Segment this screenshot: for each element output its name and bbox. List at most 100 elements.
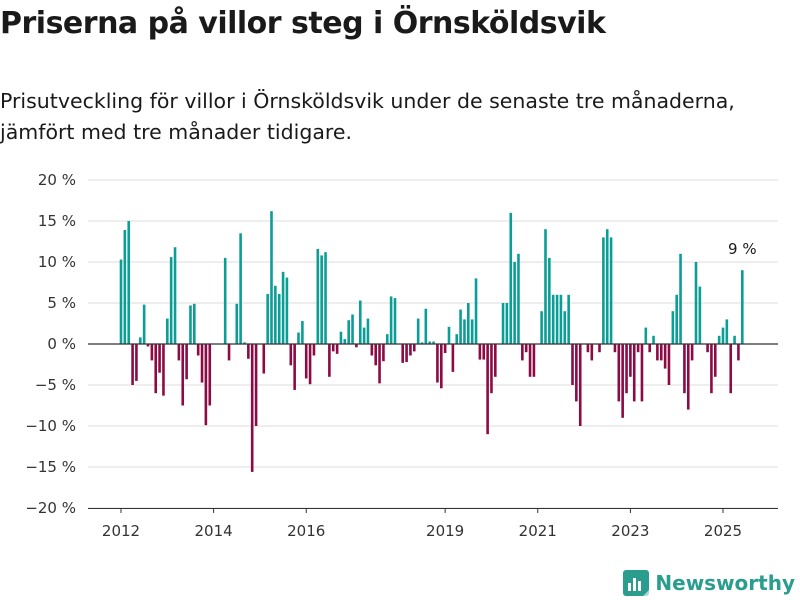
bar-positive: [671, 311, 675, 344]
bar-positive: [297, 332, 300, 344]
bar-negative: [478, 344, 482, 360]
bar-positive: [544, 229, 547, 344]
x-tick-label: 2016: [287, 522, 325, 540]
bar-negative: [486, 344, 489, 435]
y-tick-label: −5 %: [35, 376, 76, 394]
bar-positive: [513, 262, 516, 344]
bar-negative: [528, 344, 532, 377]
bar-negative: [706, 344, 709, 353]
bar-positive: [474, 278, 478, 344]
bar-negative: [335, 344, 339, 354]
bar-positive: [470, 319, 474, 344]
bar-negative: [648, 344, 651, 353]
x-tick-label: 2023: [611, 522, 649, 540]
bar-negative: [150, 344, 154, 361]
bar-positive: [567, 294, 570, 344]
bar-positive: [351, 314, 354, 344]
bar-positive: [517, 253, 520, 344]
bar-positive: [347, 320, 350, 344]
bar-negative: [196, 344, 200, 356]
bar-negative: [532, 344, 536, 377]
chart-subtitle: Prisutveckling för villor i Örnsköldsvik…: [0, 89, 735, 144]
bar-positive: [717, 335, 721, 344]
bar-negative: [659, 344, 663, 361]
bar-negative: [378, 344, 381, 384]
bar-negative: [262, 344, 266, 374]
bar-negative: [710, 344, 713, 394]
bar-positive: [119, 259, 123, 344]
bar-positive: [455, 334, 459, 344]
bar-positive: [281, 271, 285, 344]
brand-logo: Newsworthy: [623, 570, 795, 596]
bar-negative: [131, 344, 134, 385]
bar-negative: [729, 344, 733, 394]
bar-positive: [277, 293, 281, 344]
bar-negative: [185, 344, 188, 380]
bar-negative: [656, 344, 659, 361]
x-axis: 2012 2014 2016 2019 2021 2023 2025: [88, 508, 778, 540]
newsworthy-logo-icon: [623, 570, 650, 596]
bar-negative: [293, 344, 296, 390]
bar-positive: [548, 257, 551, 344]
bar-negative: [586, 344, 590, 353]
bar-negative: [204, 344, 208, 426]
chart-title: Priserna på villor steg i Örnsköldsvik: [0, 6, 606, 41]
bar-positive: [123, 230, 127, 344]
bar-positive: [235, 303, 239, 344]
bar-negative: [436, 344, 439, 383]
bar-positive: [679, 253, 682, 344]
bar-positive: [741, 270, 744, 344]
bar-positive: [169, 257, 173, 344]
bar-positive: [316, 248, 320, 344]
bar-positive: [428, 341, 432, 344]
bar-positive: [266, 293, 269, 344]
bar-positive: [193, 303, 196, 344]
bar-positive: [285, 277, 289, 344]
bar-negative: [308, 344, 312, 385]
bar-positive: [358, 300, 362, 344]
bar-positive: [362, 327, 366, 344]
bar-positive: [652, 335, 655, 344]
bar-positive: [270, 211, 273, 344]
bar-positive: [555, 294, 559, 344]
bar-negative: [227, 344, 231, 361]
bar-negative: [135, 344, 138, 381]
bar-positive: [467, 303, 470, 344]
bar-negative: [490, 344, 493, 394]
bar-negative: [690, 344, 694, 361]
bar-positive: [501, 303, 505, 344]
bar-positive: [393, 298, 397, 344]
bar-negative: [598, 344, 601, 353]
bar-negative: [370, 344, 374, 356]
bar-positive: [139, 337, 142, 344]
y-tick-label: 20 %: [38, 171, 76, 189]
bar-positive: [721, 327, 725, 344]
bar-positive: [563, 311, 567, 344]
bar-positive: [416, 318, 420, 344]
last-value-annotation: 9 %: [728, 240, 757, 258]
bar-positive: [509, 212, 513, 344]
bar-negative: [713, 344, 717, 377]
bar-negative: [629, 344, 632, 377]
bar-positive: [127, 221, 131, 344]
bar-negative: [617, 344, 621, 402]
y-tick-label: −20 %: [25, 499, 76, 517]
bar-negative: [440, 344, 443, 389]
bar-positive: [602, 237, 605, 344]
y-tick-label: 5 %: [47, 294, 76, 312]
bar-negative: [482, 344, 486, 360]
bar-positive: [223, 257, 227, 344]
bar-negative: [575, 344, 578, 402]
bar-negative: [289, 344, 293, 366]
bar-positive: [463, 319, 466, 344]
bar-negative: [686, 344, 690, 410]
bar-negative: [355, 344, 358, 348]
bar-positive: [505, 303, 509, 344]
bar-positive: [274, 285, 277, 344]
bar-positive: [694, 262, 698, 344]
bar-negative: [409, 344, 412, 356]
bar-positive: [166, 318, 169, 344]
y-tick-label: −10 %: [25, 417, 76, 435]
bar-negative: [331, 344, 335, 352]
